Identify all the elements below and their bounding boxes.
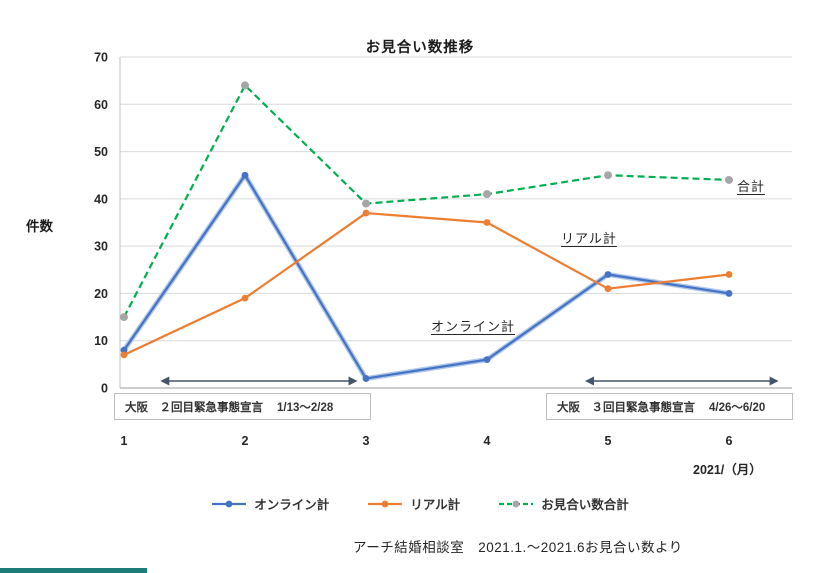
span-arrow-head-right (769, 376, 779, 386)
annotation-box-emergency-3-range: 4/26～6/20 (709, 401, 766, 414)
legend-item: オンライン計 (211, 494, 329, 513)
source-note: アーチ結婚相談室 2021.1.～2021.6お見合い数より (353, 540, 683, 555)
legend-item: お見合い数合計 (498, 494, 629, 513)
annotation-box-emergency-2: 大阪 ２回目緊急事態宣言 1/13～2/28 (114, 393, 371, 420)
series-marker-オンライン計 (604, 271, 612, 278)
y-tick-label: 0 (101, 382, 108, 396)
series-marker-お見合い数合計 (725, 175, 733, 184)
series-marker-オンライン計 (362, 375, 370, 382)
y-tick-label: 20 (94, 287, 108, 301)
series-line-オンライン計 (123, 174, 730, 380)
y-tick-label: 70 (94, 51, 108, 65)
series-marker-オンライン計 (120, 346, 128, 354)
series-label-online: オンライン計 (431, 319, 516, 334)
y-tick-label: 10 (94, 334, 108, 348)
span-arrow-head-left (160, 376, 170, 386)
series-line-お見合い数合計 (123, 84, 730, 318)
y-tick-label: 60 (94, 98, 108, 112)
series-marker-お見合い数合計 (604, 171, 612, 180)
legend-swatch (368, 500, 403, 507)
series-marker-リアル計 (120, 351, 128, 359)
series-marker-リアル計 (483, 219, 491, 226)
annotation-box-emergency-3-label: 大阪 ３回目緊急事態宣言 (557, 401, 695, 414)
series-marker-オンライン計 (241, 171, 249, 179)
x-tick-label: 5 (605, 434, 612, 448)
y-tick-label: 50 (94, 145, 108, 159)
annotation-box-emergency-2-range: 1/13～2/28 (277, 401, 334, 414)
series-marker-リアル計 (362, 209, 370, 217)
annotation-box-emergency-3: 大阪 ３回目緊急事態宣言 4/26～6/20 (546, 393, 793, 420)
x-tick-label: 6 (726, 434, 733, 448)
series-marker-オンライン計 (483, 356, 491, 364)
legend-label: リアル計 (410, 498, 461, 512)
x-tick-label: 4 (484, 434, 491, 448)
series-marker-リアル計 (725, 271, 733, 278)
legend-item: リアル計 (367, 494, 460, 513)
x-tick-label: 3 (363, 434, 370, 448)
legend-swatch (212, 500, 247, 507)
series-label-real: リアル計 (561, 231, 617, 246)
y-tick-label: 40 (94, 192, 108, 206)
series-line-リアル計 (123, 211, 730, 356)
chart-legend: オンライン計 リアル計 お見合い数合計 (0, 494, 840, 513)
x-tick-label: 1 (121, 434, 128, 448)
series-marker-オンライン計 (725, 290, 733, 297)
annotation-box-emergency-2-label: 大阪 ２回目緊急事態宣言 (125, 401, 263, 414)
x-axis-label: 2021/（月） (693, 463, 762, 477)
series-marker-お見合い数合計 (241, 81, 249, 90)
y-axis-label: 件数 (26, 219, 53, 234)
series-halo-オンライン計 (121, 172, 730, 382)
series-marker-お見合い数合計 (362, 199, 370, 208)
series-marker-リアル計 (604, 285, 612, 293)
chart-title: お見合い数推移 (365, 40, 475, 56)
y-tick-label: 30 (94, 240, 108, 254)
legend-label: オンライン計 (254, 498, 330, 512)
chart-plot-area: 0 10 20 30 40 50 60 70 1 2 3 4 5 6 (94, 51, 792, 448)
bottom-accent-bar (0, 568, 147, 573)
span-arrow-head-right (348, 376, 358, 386)
legend-swatch (499, 500, 534, 507)
series-marker-お見合い数合計 (120, 313, 128, 322)
series-marker-リアル計 (241, 294, 249, 302)
span-arrow-head-left (585, 376, 595, 386)
series-marker-お見合い数合計 (483, 190, 491, 199)
x-tick-label: 2 (242, 434, 249, 448)
legend-label: お見合い数合計 (541, 498, 629, 512)
series-label-total: 合計 (737, 179, 766, 194)
